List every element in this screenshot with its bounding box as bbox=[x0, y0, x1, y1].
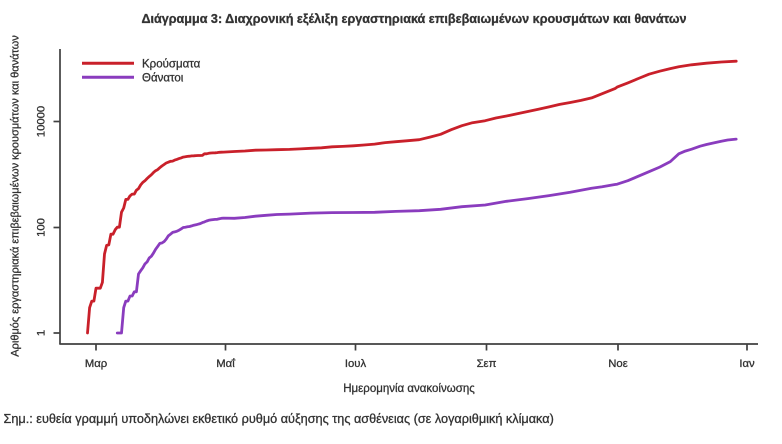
svg-text:Ημερομηνία ανακοίνωσης: Ημερομηνία ανακοίνωσης bbox=[343, 383, 475, 395]
svg-text:Αριθμός εργαστηριακά επιβεβαιω: Αριθμός εργαστηριακά επιβεβαιωμένων κρου… bbox=[10, 35, 22, 357]
svg-text:1: 1 bbox=[36, 330, 48, 336]
svg-text:Θάνατοι: Θάνατοι bbox=[142, 72, 184, 84]
svg-text:100: 100 bbox=[36, 218, 48, 237]
svg-text:Ιαν: Ιαν bbox=[739, 358, 755, 370]
svg-text:Μαΐ: Μαΐ bbox=[216, 358, 235, 370]
svg-text:Ιουλ: Ιουλ bbox=[345, 358, 367, 370]
svg-text:Νοε: Νοε bbox=[608, 358, 627, 370]
svg-text:Μαρ: Μαρ bbox=[85, 358, 107, 370]
svg-text:Σημ.: ευθεία γραμμή υποδηλώνει: Σημ.: ευθεία γραμμή υποδηλώνει εκθετικό … bbox=[4, 412, 554, 426]
svg-text:Διάγραμμα 3: Διαχρονική εξέλιξ: Διάγραμμα 3: Διαχρονική εξέλιξη εργαστηρ… bbox=[141, 12, 686, 26]
svg-text:Κρούσματα: Κρούσματα bbox=[142, 58, 201, 70]
svg-text:Σεπ: Σεπ bbox=[477, 358, 497, 370]
svg-text:10000: 10000 bbox=[36, 106, 48, 137]
